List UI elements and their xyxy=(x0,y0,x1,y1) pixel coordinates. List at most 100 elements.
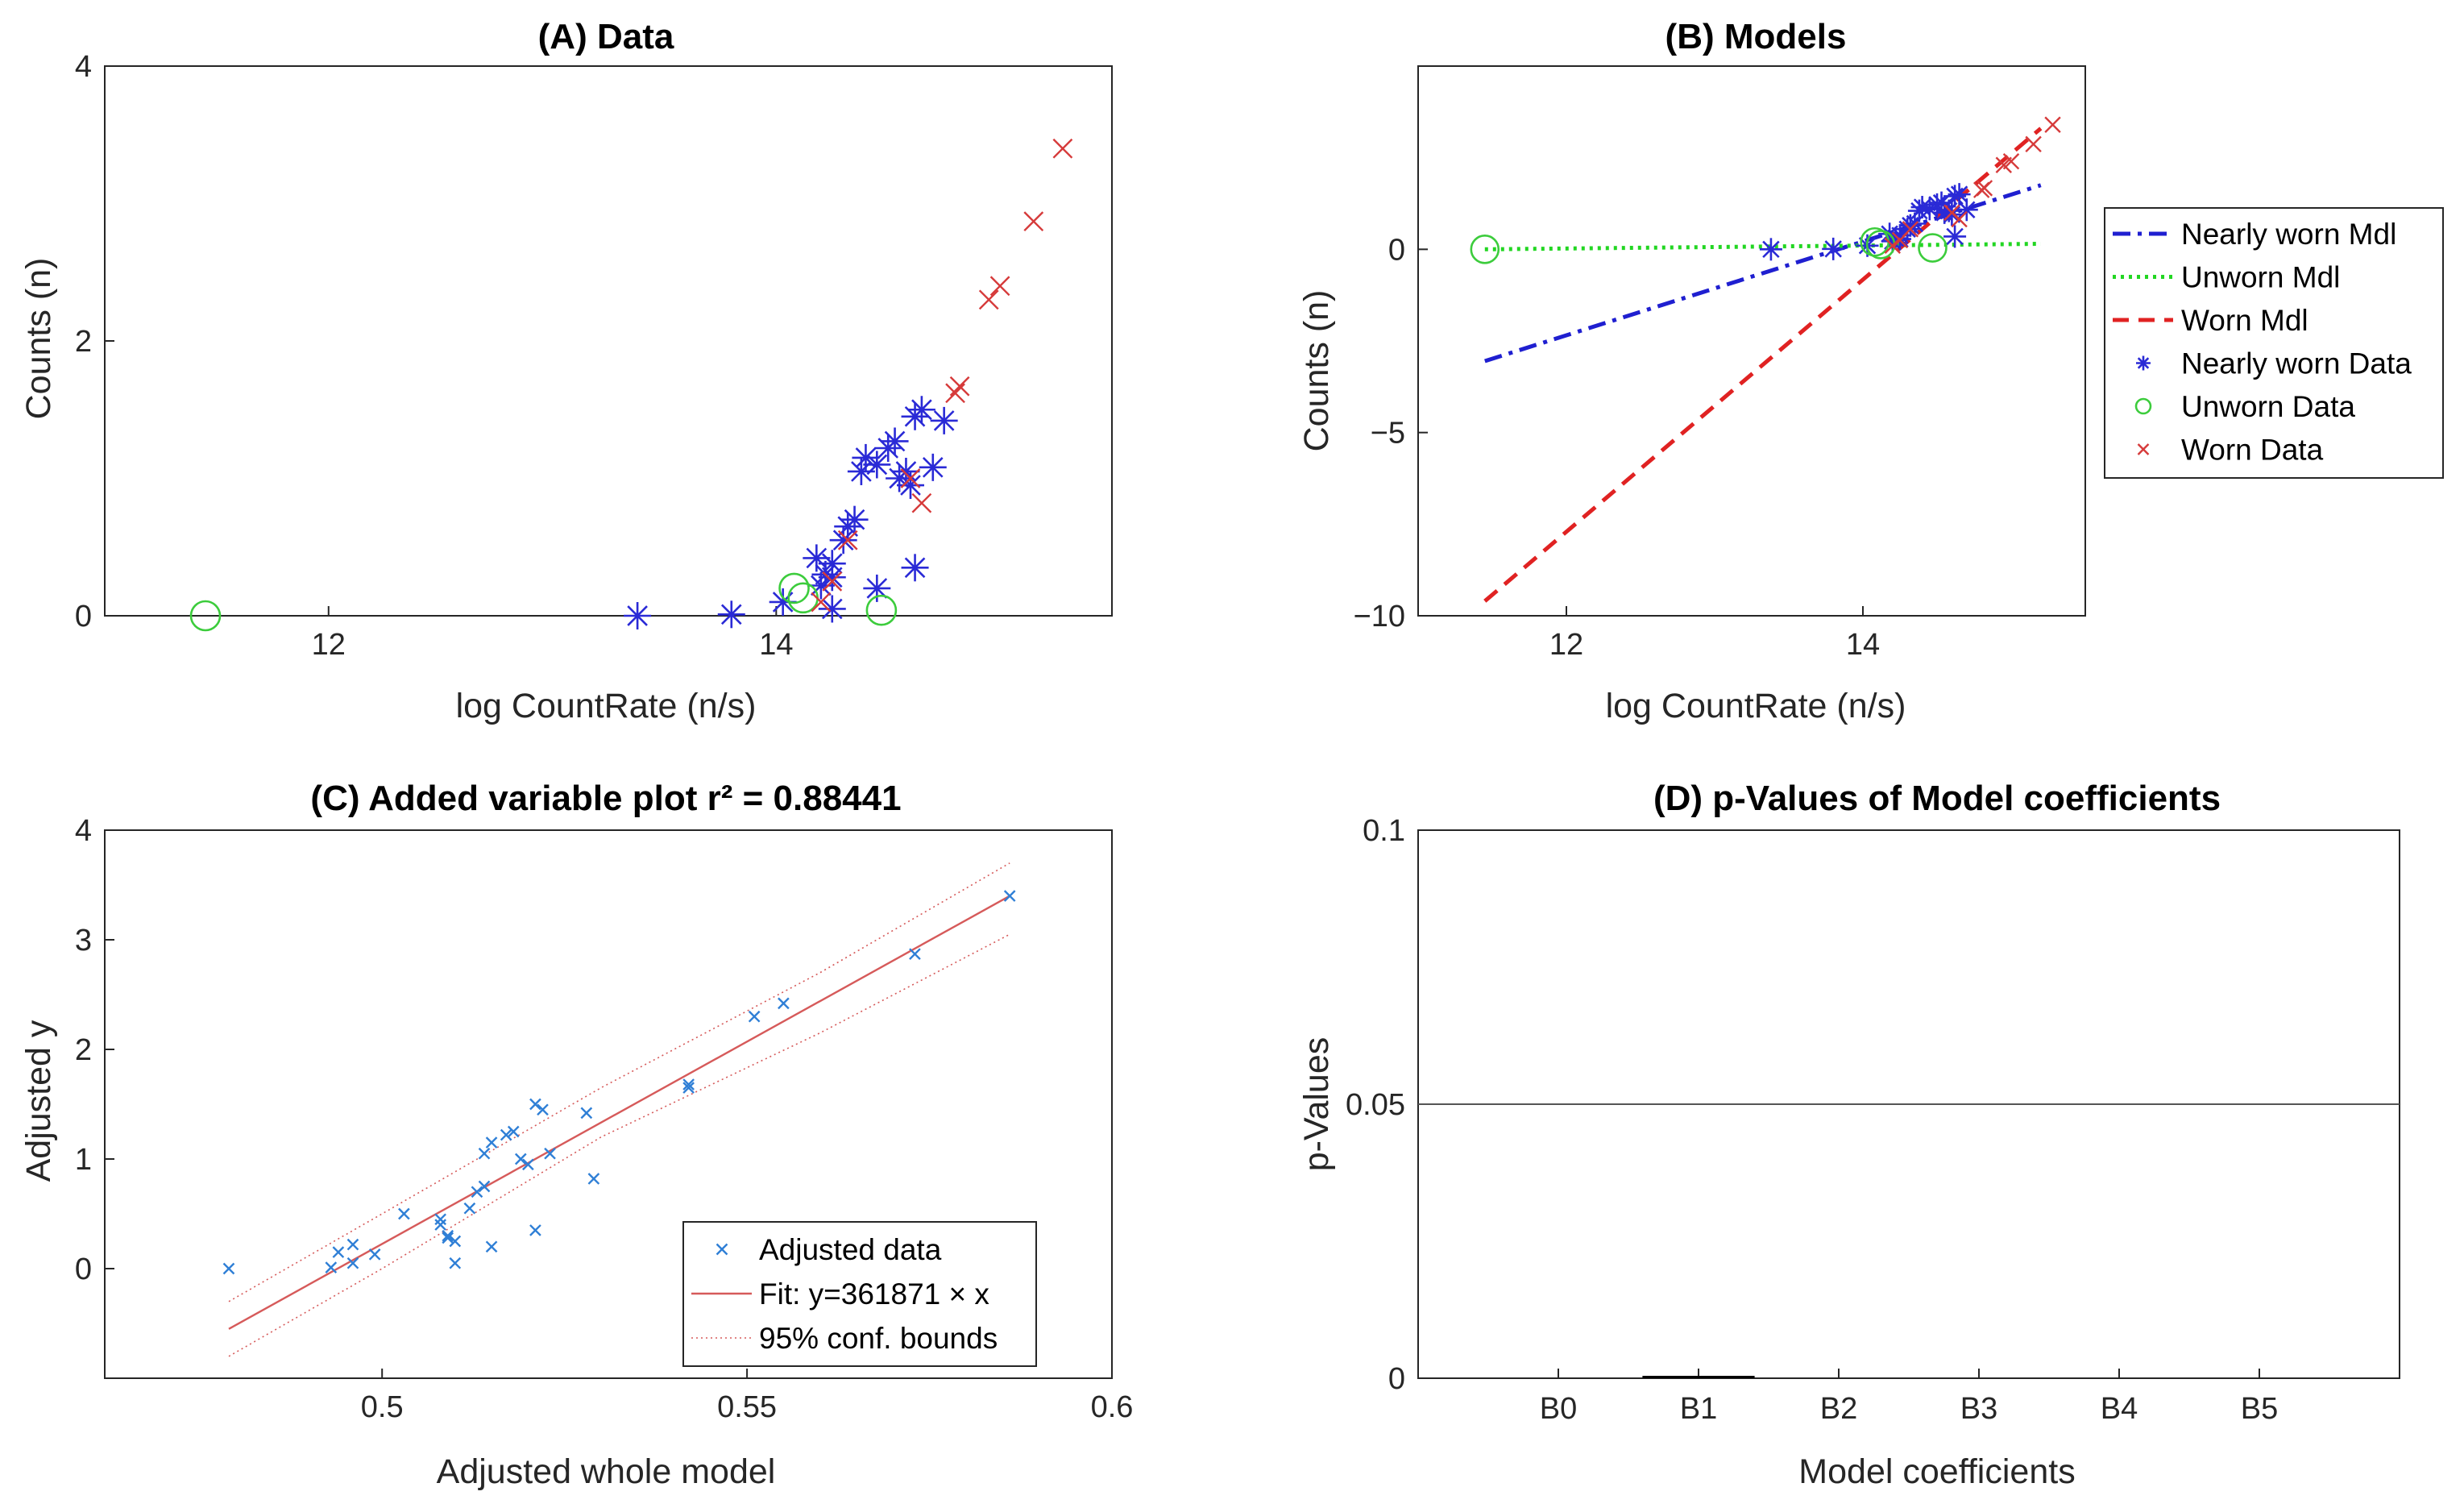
panel-b-ylabel: Counts (n) xyxy=(1297,290,1336,452)
y-tick-label: 0 xyxy=(75,1253,92,1286)
x-tick-label: 0.55 xyxy=(717,1390,777,1424)
data-point-circle xyxy=(778,572,810,604)
data-point-asterisk xyxy=(840,505,869,534)
legend-box xyxy=(2104,207,2444,479)
panel-c-xlabel: Adjusted whole model xyxy=(437,1452,776,1491)
adjusted-data-point xyxy=(325,1261,338,1273)
data-point-x xyxy=(1902,221,1919,238)
fit-line xyxy=(228,895,1010,1330)
x-tick-label: 14 xyxy=(1846,628,1880,662)
data-point-x xyxy=(1052,138,1073,159)
x-tick-label: 12 xyxy=(1549,628,1583,662)
legend-label: Unworn Mdl xyxy=(2181,261,2340,294)
legend-swatch xyxy=(716,1243,728,1256)
panel-b-axes-box xyxy=(1417,65,2086,617)
y-tick-label: 4 xyxy=(75,50,92,84)
data-point-x xyxy=(2044,116,2061,133)
data-point-asterisk xyxy=(1822,237,1845,260)
legend-label: Unworn Data xyxy=(2181,390,2355,423)
adjusted-data-point xyxy=(368,1248,381,1261)
data-point-asterisk xyxy=(624,602,652,629)
data-point-asterisk xyxy=(1948,183,1971,206)
adjusted-data-point xyxy=(1003,890,1016,902)
x-tick-label: 0.6 xyxy=(1091,1390,1134,1424)
data-point-x xyxy=(1884,237,1902,254)
data-point-asterisk xyxy=(892,457,920,485)
data-point-asterisk xyxy=(1759,238,1782,261)
y-tick-label: 3 xyxy=(75,924,92,958)
adjusted-data-point xyxy=(587,1173,600,1185)
adjusted-data-point xyxy=(346,1257,359,1269)
x-tick-label: 14 xyxy=(759,628,793,662)
panel-c-added-variable: (C) Added variable plot r² = 0.88441 0.5… xyxy=(19,779,1133,1491)
legend-label: Worn Mdl xyxy=(2181,304,2308,337)
data-point-asterisk xyxy=(818,595,846,623)
adjusted-data-point xyxy=(485,1240,498,1253)
data-point-x xyxy=(911,492,932,513)
x-tick-label: B4 xyxy=(2101,1392,2138,1426)
adjusted-data-point xyxy=(682,1078,695,1090)
adjusted-data-point xyxy=(449,1257,462,1269)
adjusted-data-point xyxy=(529,1098,541,1111)
adjusted-data-point xyxy=(434,1219,446,1231)
y-tick-label: 0.05 xyxy=(1346,1088,1405,1122)
panel-d-title: (D) p-Values of Model coefficients xyxy=(1653,779,2221,818)
panel-c-ylabel: Adjusted y xyxy=(19,1020,58,1182)
y-tick-label: 4 xyxy=(75,814,92,848)
adjusted-data-point xyxy=(478,1180,491,1193)
data-point-asterisk xyxy=(919,453,947,481)
x-tick-label: 0.5 xyxy=(361,1390,404,1424)
data-point-asterisk xyxy=(717,600,745,629)
adjusted-data-point xyxy=(346,1238,359,1251)
adjusted-data-point xyxy=(748,1010,761,1023)
data-point-x xyxy=(1976,180,1993,197)
adjusted-data-point xyxy=(909,948,921,961)
adjusted-data-point xyxy=(442,1229,454,1242)
adjusted-data-point xyxy=(580,1107,593,1120)
data-point-x xyxy=(949,376,970,397)
x-tick-label: B3 xyxy=(1960,1392,1997,1426)
panel-d-xlabel: Model coefficients xyxy=(1798,1452,2075,1491)
legend-label: Fit: y=361871 × x xyxy=(759,1277,989,1311)
y-tick-label: 0 xyxy=(1388,233,1405,267)
y-tick-label: 0 xyxy=(1388,1362,1405,1396)
x-tick-label: B2 xyxy=(1820,1392,1857,1426)
data-point-asterisk xyxy=(901,554,929,582)
panel-b-models: (B) Models 12 14 −10 −5 0 log CountRate (n/s… xyxy=(1297,17,2444,725)
data-point-circle xyxy=(189,600,222,632)
x-tick-label: B0 xyxy=(1540,1392,1577,1426)
lower-confidence-bound xyxy=(228,933,1010,1357)
legend-label: 95% conf. bounds xyxy=(759,1322,998,1355)
y-tick-label: 2 xyxy=(75,325,92,359)
adjusted-data-point xyxy=(222,1262,235,1275)
x-tick-label: B1 xyxy=(1680,1392,1717,1426)
data-point-asterisk xyxy=(818,563,846,592)
data-point-x xyxy=(2025,135,2042,153)
panel-d-pvalues: (D) p-Values of Model coefficients 0 0.05… xyxy=(1297,779,2400,1491)
data-point-asterisk xyxy=(897,472,924,500)
upper-confidence-bound xyxy=(228,862,1010,1302)
data-point-circle xyxy=(1470,235,1500,264)
bar-b1 xyxy=(1642,1376,1755,1378)
legend-swatch xyxy=(2134,397,2152,415)
y-tick-label: 0 xyxy=(75,600,92,634)
adjusted-data-point xyxy=(529,1224,541,1236)
data-point-asterisk xyxy=(829,526,857,555)
x-tick-label: B5 xyxy=(2241,1392,2278,1426)
adjusted-data-point xyxy=(442,1232,454,1244)
adjusted-data-point xyxy=(507,1125,520,1138)
data-point-x xyxy=(822,571,843,592)
y-tick-label: 2 xyxy=(75,1033,92,1067)
data-point-circle xyxy=(865,594,898,626)
data-point-asterisk xyxy=(1955,198,1978,222)
panel-a-data: (A) Data 12 14 0 2 4 log CountRate (n/s) Cou… xyxy=(19,17,1113,725)
adjusted-data-point xyxy=(682,1082,695,1094)
data-point-circle xyxy=(1918,233,1948,263)
data-point-x xyxy=(811,592,832,613)
y-tick-label: 0.1 xyxy=(1363,814,1405,848)
legend-label: Nearly worn Data xyxy=(2181,347,2412,380)
x-tick-label: 12 xyxy=(312,628,346,662)
panel-c-title: (C) Added variable plot r² = 0.88441 xyxy=(310,779,901,818)
adjusted-data-point xyxy=(398,1207,410,1220)
